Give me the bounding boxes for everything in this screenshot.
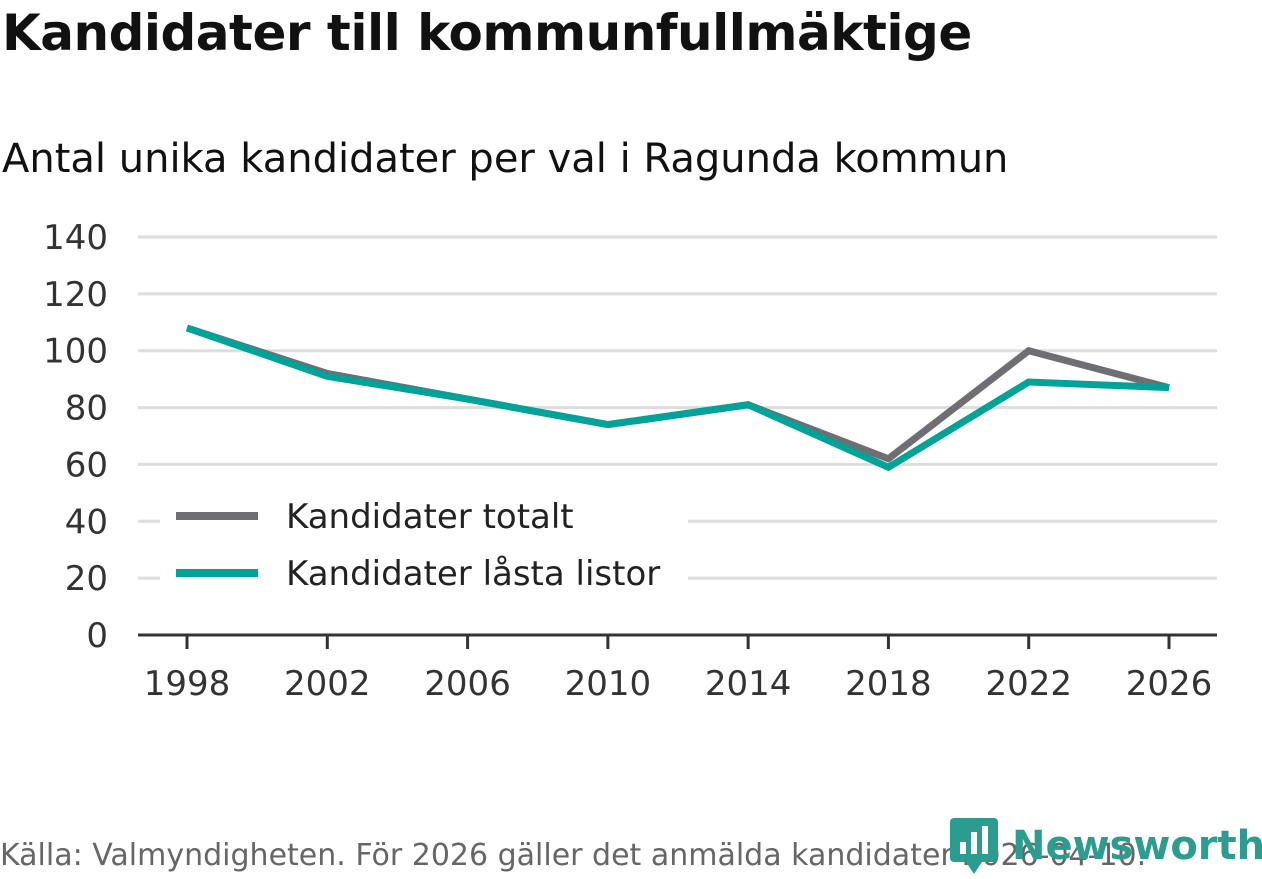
y-tick-label: 0	[86, 616, 108, 656]
brand-name: Newsworthy	[1012, 823, 1262, 869]
brand-logo: Newsworthy	[950, 818, 1262, 874]
legend-label: Kandidater låsta listor	[286, 554, 660, 594]
legend-label: Kandidater totalt	[286, 497, 574, 537]
x-tick-label: 2018	[845, 664, 932, 704]
series-lines	[185, 324, 1170, 472]
x-tick-label: 2014	[705, 664, 792, 704]
series-line-kandidater-totalt	[185, 324, 1170, 463]
chart-title: Kandidater till kommunfullmäktige	[2, 4, 972, 62]
x-tick-label: 2026	[1126, 664, 1213, 704]
axes: 0 20 40 60 80 100 120 140 1998 2002 2006 2010 2014 20…	[43, 218, 1217, 704]
legend: Kandidater totalt Kandidater låsta listor	[160, 490, 688, 602]
y-tick-label: 40	[65, 502, 108, 542]
y-tick-label: 80	[65, 389, 108, 429]
x-tick-label: 2022	[985, 664, 1072, 704]
y-tick-label: 60	[65, 445, 108, 485]
y-tick-label: 100	[43, 332, 108, 372]
x-tick-label: 2002	[284, 664, 371, 704]
y-tick-label: 20	[65, 559, 108, 599]
newsworthy-logo-icon	[950, 818, 998, 874]
x-tick-label: 1998	[144, 664, 231, 704]
series-line-kandidater-lasta-listor	[185, 324, 1170, 472]
x-tick-label: 2010	[565, 664, 652, 704]
y-tick-label: 120	[43, 275, 108, 315]
chart-subtitle: Antal unika kandidater per val i Ragunda…	[2, 136, 1009, 182]
x-tick-label: 2006	[424, 664, 511, 704]
legend-background	[160, 490, 688, 602]
y-tick-label: 140	[43, 218, 108, 258]
